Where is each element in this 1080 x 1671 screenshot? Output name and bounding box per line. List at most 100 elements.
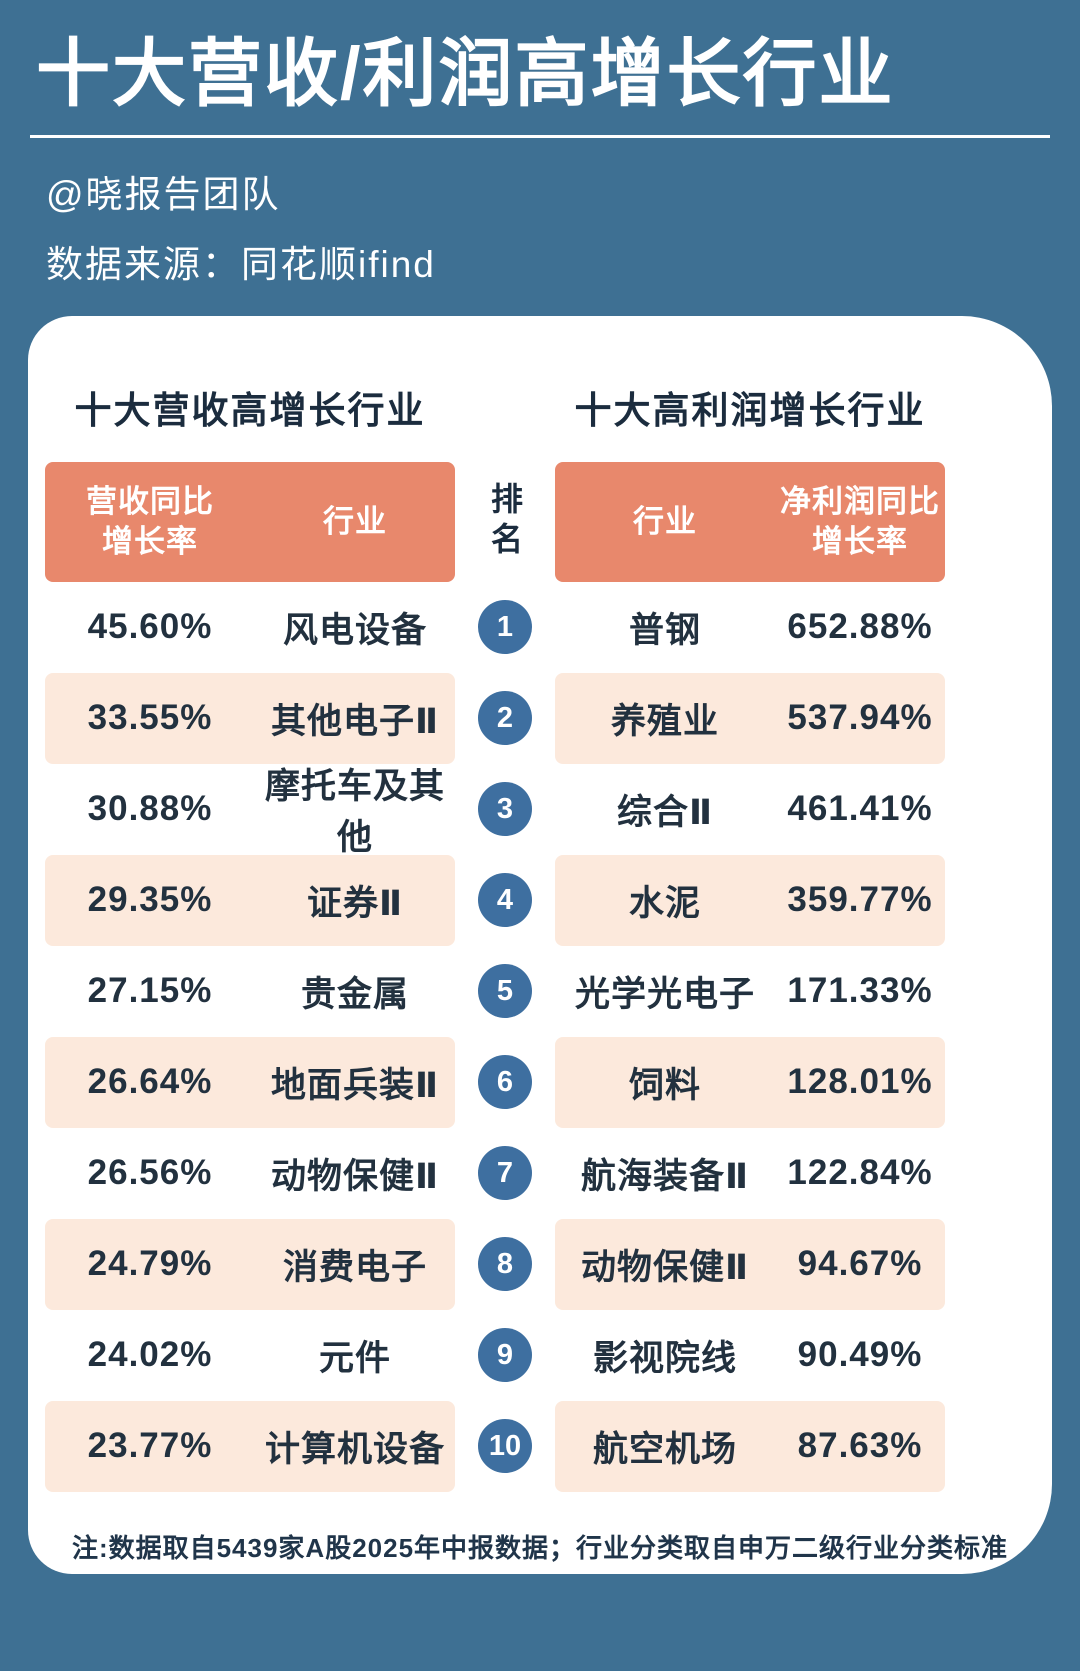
- industry-cell: 影视院线: [592, 1338, 737, 1378]
- table-row: 航空机场 87.63%: [555, 1400, 945, 1492]
- growth-rate-cell: 87.63%: [797, 1426, 923, 1466]
- rank-badge: 7: [478, 1146, 532, 1201]
- rank-column: 排名 1 2 3 4 5 6: [455, 462, 555, 1492]
- data-card: 十大营收高增长行业 十大高利润增长行业 营收同比 增长率 行业 45.60% 风…: [28, 315, 1052, 1574]
- rank-cell: 7: [478, 1128, 532, 1219]
- table-row: 综合Ⅱ 461.41%: [555, 764, 945, 855]
- growth-rate-cell: 461.41%: [787, 789, 933, 829]
- table-row: 30.88% 摩托车及其他: [45, 764, 455, 857]
- col-header-revenue-growth-rate: 营收同比 增长率: [86, 483, 214, 559]
- growth-rate-cell: 122.84%: [787, 1153, 933, 1193]
- table-row: 影视院线 90.49%: [555, 1310, 945, 1401]
- growth-rate-cell: 33.55%: [87, 698, 213, 738]
- table-row: 航海装备Ⅱ 122.84%: [555, 1128, 945, 1219]
- rank-badge: 6: [478, 1055, 532, 1110]
- industry-cell: 贵金属: [300, 974, 409, 1014]
- industry-cell: 风电设备: [282, 610, 427, 650]
- rank-badge: 1: [478, 600, 532, 655]
- industry-cell: 综合Ⅱ: [616, 792, 714, 832]
- growth-rate-cell: 29.35%: [87, 880, 213, 920]
- table-row: 27.15% 贵金属: [45, 946, 455, 1037]
- growth-rate-cell: 359.77%: [787, 880, 933, 920]
- footnote: 注:数据取自5439家A股2025年中报数据；行业分类取自申万二级行业分类标准: [71, 1532, 1009, 1563]
- growth-rate-cell: 23.77%: [87, 1426, 213, 1466]
- rank-badge: 4: [478, 873, 532, 928]
- growth-rate-cell: 26.64%: [87, 1062, 213, 1102]
- rank-header: 排名: [487, 481, 523, 562]
- page-title: 十大营收/利润高增长行业: [36, 32, 895, 115]
- rank-badge: 9: [478, 1328, 532, 1383]
- rank-badge: 3: [478, 782, 532, 837]
- industry-cell: 动物保健Ⅱ: [270, 1156, 440, 1196]
- rank-cell: 10: [478, 1401, 532, 1492]
- growth-rate-cell: 24.02%: [87, 1335, 213, 1375]
- rank-cell: 4: [478, 855, 532, 946]
- table-row: 26.56% 动物保健Ⅱ: [45, 1128, 455, 1219]
- rank-cell: 8: [478, 1219, 532, 1310]
- industry-cell: 光学光电子: [574, 974, 755, 1014]
- rank-cell: 6: [478, 1037, 532, 1128]
- table-row: 24.79% 消费电子: [45, 1218, 455, 1310]
- growth-rate-cell: 90.49%: [797, 1335, 923, 1375]
- profit-table-title: 十大高利润增长行业: [574, 389, 926, 431]
- rank-badge: 5: [478, 964, 532, 1019]
- industry-cell: 航空机场: [592, 1429, 737, 1469]
- table-row: 普钢 652.88%: [555, 582, 945, 673]
- growth-rate-cell: 27.15%: [87, 971, 213, 1011]
- table-row: 光学光电子 171.33%: [555, 946, 945, 1037]
- revenue-growth-table: 营收同比 增长率 行业 45.60% 风电设备 33.55% 其他电子Ⅱ 30.…: [45, 461, 455, 1492]
- growth-rate-cell: 652.88%: [787, 607, 933, 647]
- rank-badge: 10: [478, 1419, 532, 1474]
- industry-cell: 元件: [318, 1338, 391, 1378]
- industry-cell: 计算机设备: [264, 1429, 445, 1469]
- growth-rate-cell: 94.67%: [797, 1244, 923, 1284]
- rank-badge: 8: [478, 1237, 532, 1292]
- table-row: 养殖业 537.94%: [555, 672, 945, 764]
- rank-cell: 9: [478, 1310, 532, 1401]
- tables-area: 营收同比 增长率 行业 45.60% 风电设备 33.55% 其他电子Ⅱ 30.…: [28, 434, 1052, 1492]
- revenue-table-title: 十大营收高增长行业: [74, 389, 426, 431]
- table-row: 24.02% 元件: [45, 1310, 455, 1401]
- rank-cell: 3: [478, 764, 532, 855]
- profit-table-body: 普钢 652.88% 养殖业 537.94% 综合Ⅱ 461.41% 水泥 35…: [555, 582, 945, 1492]
- table-row: 饲料 128.01%: [555, 1036, 945, 1128]
- industry-cell: 动物保健Ⅱ: [580, 1247, 750, 1287]
- table-row: 动物保健Ⅱ 94.67%: [555, 1218, 945, 1310]
- growth-rate-cell: 26.56%: [87, 1153, 213, 1193]
- table-row: 水泥 359.77%: [555, 854, 945, 946]
- industry-cell: 证券Ⅱ: [306, 883, 404, 923]
- rank-cell: 5: [478, 946, 532, 1037]
- rank-badge: 2: [478, 691, 532, 746]
- col-header-industry: 行业: [633, 503, 697, 539]
- industry-cell: 普钢: [628, 610, 701, 650]
- industry-cell: 航海装备Ⅱ: [580, 1156, 750, 1196]
- table-row: 33.55% 其他电子Ⅱ: [45, 672, 455, 764]
- rank-cell: 2: [478, 673, 532, 764]
- team-credit: @晓报告团队: [46, 173, 281, 215]
- growth-rate-cell: 30.88%: [87, 789, 213, 829]
- industry-cell: 饲料: [628, 1065, 701, 1105]
- growth-rate-cell: 171.33%: [787, 971, 933, 1011]
- title-divider: [30, 134, 1050, 138]
- table-row: 29.35% 证券Ⅱ: [45, 854, 455, 946]
- revenue-table-body: 45.60% 风电设备 33.55% 其他电子Ⅱ 30.88% 摩托车及其他 2…: [45, 582, 455, 1492]
- revenue-table-header: 营收同比 增长率 行业: [45, 461, 455, 582]
- section-title-gap: [455, 380, 555, 434]
- growth-rate-cell: 24.79%: [87, 1244, 213, 1284]
- table-row: 45.60% 风电设备: [45, 582, 455, 673]
- industry-cell: 水泥: [628, 883, 701, 923]
- col-header-industry: 行业: [323, 503, 387, 539]
- col-header-net-profit-growth-rate: 净利润同比 增长率: [780, 483, 940, 559]
- industry-cell: 其他电子Ⅱ: [270, 701, 440, 741]
- industry-cell: 摩托车及其他: [264, 767, 445, 858]
- table-row: 26.64% 地面兵装Ⅱ: [45, 1036, 455, 1128]
- data-source: 数据来源：同花顺ifind: [46, 243, 436, 285]
- table-row: 23.77% 计算机设备: [45, 1400, 455, 1492]
- profit-growth-table: 行业 净利润同比 增长率 普钢 652.88% 养殖业 537.94% 综合Ⅱ …: [555, 461, 945, 1492]
- section-titles: 十大营收高增长行业 十大高利润增长行业: [28, 316, 1052, 434]
- rank-cell: 1: [478, 582, 532, 673]
- industry-cell: 养殖业: [610, 701, 719, 741]
- growth-rate-cell: 537.94%: [787, 698, 933, 738]
- growth-rate-cell: 128.01%: [787, 1062, 933, 1102]
